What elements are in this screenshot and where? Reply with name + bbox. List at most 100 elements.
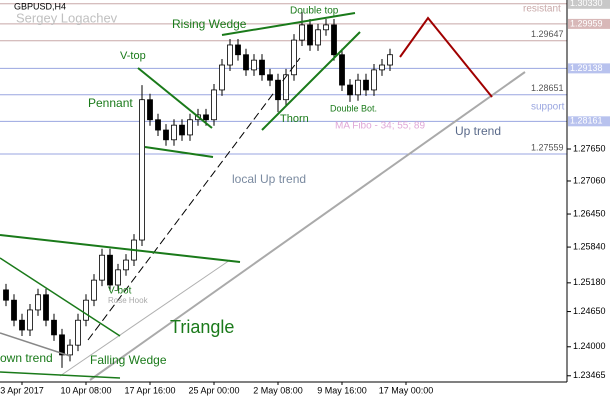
levels: 1.23465 1.24000 1.24650 1.25180 1.25840 1.264… [0, 0, 610, 380]
annotation: MA Fibo - 34; 55; 89 [335, 121, 425, 132]
x-tick-label: 25 Apr 00:00 [188, 385, 239, 395]
candle-body [323, 24, 329, 31]
candle-body [251, 59, 257, 71]
y-tick-label: 1.27060 [573, 175, 606, 185]
x-tick-label: 2 May 08:00 [253, 385, 303, 395]
candle-body [283, 74, 289, 101]
candle-body [235, 44, 241, 56]
candle-body [147, 99, 153, 121]
level-label: 1.29647 [531, 29, 564, 39]
annotation: local Up trend [232, 172, 306, 186]
level-box [568, 18, 610, 29]
annotation: Rising Wedge [172, 17, 247, 31]
candle-body [315, 29, 321, 46]
candle-body [139, 99, 145, 241]
candle-body [219, 64, 225, 91]
y-tick-label: 1.26450 [573, 208, 606, 218]
candle-body [11, 299, 17, 321]
level-box [568, 0, 610, 9]
up-trend-line [89, 71, 526, 381]
candle-body [187, 119, 193, 136]
annotation: Up trend [455, 124, 501, 138]
x-tick-label: 9 May 16:00 [317, 385, 367, 395]
level-label: 1.28651 [531, 83, 564, 93]
candle-body [267, 74, 273, 81]
candle-body [83, 299, 89, 321]
candle-body [67, 344, 73, 356]
forecast-line [399, 16, 493, 98]
level-label: 1.27559 [531, 142, 564, 152]
candle-body [163, 129, 169, 141]
candle-body [211, 89, 217, 121]
falling-wedge-line [0, 257, 121, 337]
annotation: own trend [0, 351, 53, 365]
candle-body [331, 24, 337, 56]
y-tick-label: 1.24650 [573, 306, 606, 316]
level-label: 1.30330 [570, 0, 603, 8]
candle-body [387, 54, 393, 66]
y-tick-label: 1.24000 [573, 341, 606, 351]
candle-body [27, 309, 33, 331]
annotation: Double top [290, 6, 339, 17]
level-label: 1.29959 [570, 18, 603, 28]
y-tick-label: 1.25180 [573, 277, 606, 287]
falling-wedge-line [0, 371, 121, 379]
x-tick-label: 17 Apr 16:00 [124, 385, 175, 395]
candle-body [91, 279, 97, 301]
candle-body [291, 39, 297, 76]
level-box [568, 63, 610, 74]
candle-body [355, 79, 361, 96]
candle-body [107, 254, 113, 286]
annotation: Triangle [170, 317, 234, 337]
triangle-line [0, 234, 241, 263]
y-tick-label: 1.25840 [573, 241, 606, 251]
candle-body [99, 254, 105, 281]
candle-body [227, 44, 233, 66]
chart-subtitle: Sergey Logachev [16, 10, 118, 25]
wedge-line [261, 31, 361, 131]
candle-body [307, 24, 313, 46]
candle-body [35, 294, 41, 311]
candle-body [43, 294, 49, 321]
candle-body [347, 84, 353, 96]
candle-body [379, 64, 385, 71]
wedge-line [221, 12, 356, 36]
candle-body [179, 124, 185, 136]
candle-body [339, 54, 345, 86]
candle-body [19, 319, 25, 331]
candle-body [75, 319, 81, 346]
candle-body [371, 69, 377, 91]
candle-body [363, 79, 369, 91]
candle-body [259, 59, 265, 76]
candle-body [203, 114, 209, 121]
annotation: Double Bot. [330, 103, 377, 113]
candle-body [299, 24, 305, 41]
annotation: Rose Hook [108, 296, 149, 305]
y-tick-label: 1.27650 [573, 143, 606, 153]
local-trend-line [87, 57, 301, 341]
level-box [568, 116, 610, 127]
candle-body [3, 289, 9, 301]
x-tick-label: 10 Apr 08:00 [60, 385, 111, 395]
annotation: Pennant [88, 96, 133, 110]
candle-body [171, 124, 177, 141]
x-tick-label: 17 May 00:00 [379, 385, 434, 395]
annotation: support [531, 102, 565, 113]
candle-body [243, 54, 249, 71]
candle-body [115, 269, 121, 286]
annotation: resistant [523, 4, 561, 15]
pennant-line [144, 146, 214, 158]
candle-body [155, 119, 161, 131]
candles [3, 11, 393, 368]
y-tick-label: 1.23465 [573, 370, 606, 380]
annotation: Thorn [280, 113, 309, 125]
annotation: V-top [120, 50, 146, 62]
candle-body [51, 319, 57, 336]
down-trend-line [0, 332, 71, 357]
candle-body [123, 259, 129, 271]
candle-body [59, 334, 65, 356]
pennant-line [137, 67, 213, 129]
level-label: 1.29138 [570, 63, 603, 73]
